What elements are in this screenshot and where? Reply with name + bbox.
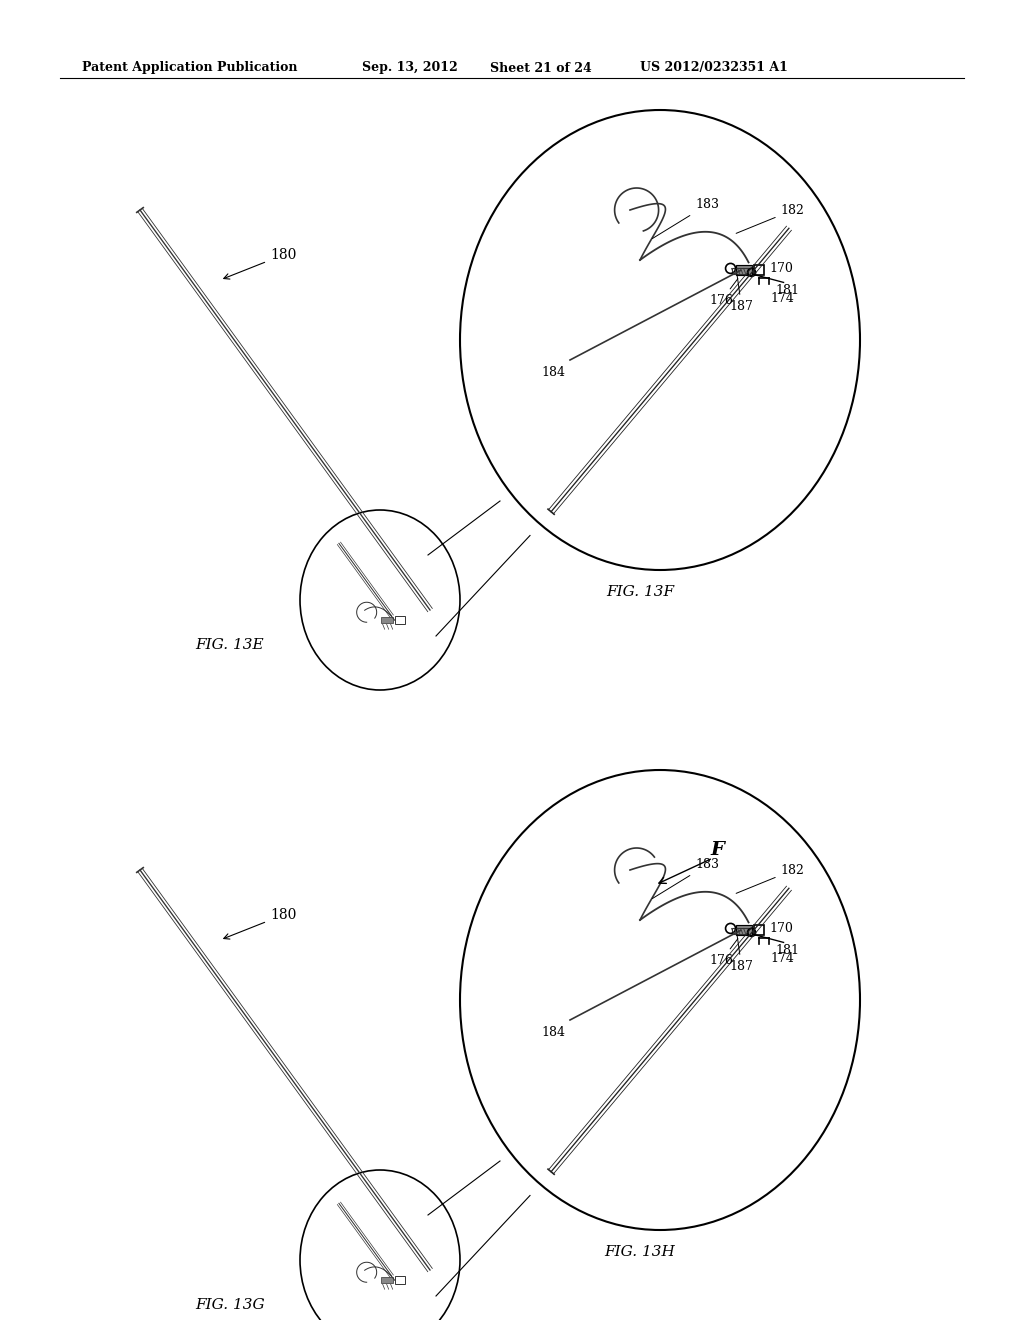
Text: 176: 176: [710, 279, 738, 308]
Bar: [754, 925, 764, 936]
Text: 176: 176: [710, 939, 738, 968]
Text: 174: 174: [771, 292, 795, 305]
Text: 187: 187: [729, 935, 754, 973]
Text: 184: 184: [541, 366, 565, 379]
Text: US 2012/0232351 A1: US 2012/0232351 A1: [640, 62, 787, 74]
Text: 181: 181: [775, 284, 800, 297]
Text: 182: 182: [736, 203, 805, 234]
Text: FIG. 13F: FIG. 13F: [606, 585, 674, 599]
Text: F: F: [710, 841, 724, 859]
Text: 184: 184: [541, 1026, 565, 1039]
Text: 180: 180: [223, 908, 296, 939]
Text: Sep. 13, 2012: Sep. 13, 2012: [362, 62, 458, 74]
Text: 170: 170: [770, 921, 794, 935]
Bar: [731, 928, 748, 935]
Bar: [731, 268, 748, 275]
Bar: [394, 1276, 404, 1284]
Bar: [735, 925, 752, 936]
Text: Patent Application Publication: Patent Application Publication: [82, 62, 298, 74]
Text: 180: 180: [223, 248, 296, 279]
Text: Sheet 21 of 24: Sheet 21 of 24: [490, 62, 592, 74]
Text: 187: 187: [729, 275, 754, 313]
Text: 183: 183: [652, 198, 719, 239]
Text: 182: 182: [736, 863, 805, 894]
Bar: [754, 265, 764, 276]
Bar: [394, 616, 404, 624]
Text: 181: 181: [775, 944, 800, 957]
Text: 183: 183: [652, 858, 719, 899]
Bar: [381, 1278, 392, 1283]
Text: 170: 170: [770, 261, 794, 275]
Bar: [735, 265, 752, 276]
Text: FIG. 13G: FIG. 13G: [195, 1298, 264, 1312]
Text: FIG. 13E: FIG. 13E: [195, 638, 263, 652]
Text: FIG. 13H: FIG. 13H: [604, 1245, 676, 1259]
Bar: [381, 618, 392, 623]
Text: 174: 174: [771, 952, 795, 965]
